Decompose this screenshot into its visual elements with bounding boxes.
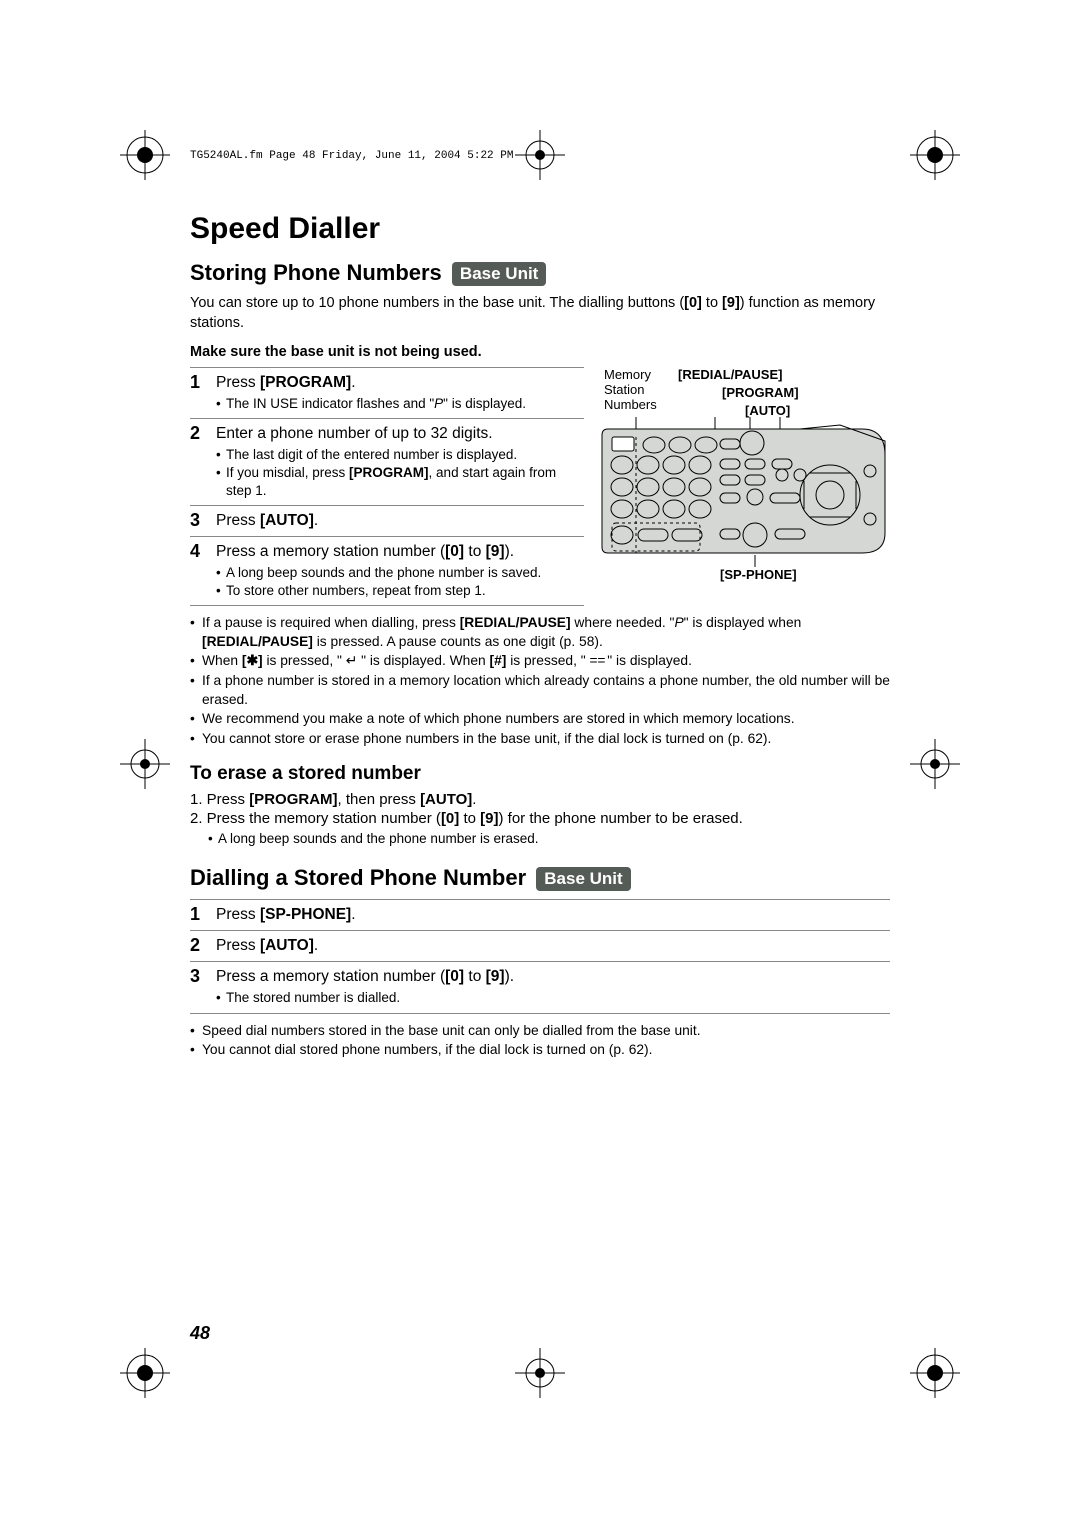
base-unit-badge: Base Unit [536,867,630,891]
warning-text: Make sure the base unit is not being use… [190,343,890,363]
notes-list-2: Speed dial numbers stored in the base un… [190,1022,890,1060]
crop-mark [910,130,960,180]
subsection-erase: To erase a stored number [190,763,890,785]
crop-mark [910,739,960,789]
erase-step-2: 2. Press the memory station number ([0] … [190,810,890,827]
step-note: The stored number is dialled. [216,989,890,1007]
step-4: 4 Press a memory station number ([0] to … [190,536,584,606]
page-title: Speed Dialler [190,212,890,246]
step-note: A long beep sounds and the phone number … [216,564,584,582]
intro-text: You can store up to 10 phone numbers in … [190,294,890,333]
note-item: We recommend you make a note of which ph… [190,710,890,729]
note-item: If a phone number is stored in a memory … [190,672,890,709]
note-item: Speed dial numbers stored in the base un… [190,1022,890,1041]
crop-mark [120,130,170,180]
section-heading-2: Dialling a Stored Phone Number Base Unit [190,865,890,891]
base-unit-badge: Base Unit [452,262,546,286]
erase-note: A long beep sounds and the phone number … [208,830,890,848]
diagram-label-memory: MemoryStationNumbers [604,367,657,412]
phone-base-icon [600,415,890,575]
step-1: 1 Press [PROGRAM]. The IN USE indicator … [190,367,584,419]
note-item: You cannot dial stored phone numbers, if… [190,1041,890,1060]
crop-mark [120,739,170,789]
note-item: When [✱] is pressed, " ↵ " is displayed.… [190,652,890,671]
note-item: You cannot store or erase phone numbers … [190,730,890,749]
notes-list: If a pause is required when dialling, pr… [190,614,890,748]
note-item: If a pause is required when dialling, pr… [190,614,890,651]
dial-step-3: 3 Press a memory station number ([0] to … [190,961,890,1014]
diagram-label-program: [PROGRAM] [722,385,799,400]
dial-step-2: 2 Press [AUTO]. [190,930,890,961]
diagram-label-redial: [REDIAL/PAUSE] [678,367,782,382]
step-2: 2 Enter a phone number of up to 32 digit… [190,418,584,505]
crop-mark [120,1348,170,1398]
step-3: 3 Press [AUTO]. [190,505,584,536]
file-header: TG5240AL.fm Page 48 Friday, June 11, 200… [190,150,890,162]
erase-step-1: 1. Press [PROGRAM], then press [AUTO]. [190,791,890,808]
step-note: The last digit of the entered number is … [216,446,584,464]
step-note: If you misdial, press [PROGRAM], and sta… [216,464,584,499]
dial-step-1: 1 Press [SP-PHONE]. [190,899,890,930]
step-note: The IN USE indicator flashes and "P" is … [216,395,584,413]
section-heading: Storing Phone Numbers Base Unit [190,260,890,286]
step-note: To store other numbers, repeat from step… [216,582,584,600]
crop-mark [910,1348,960,1398]
page-number: 48 [190,1323,210,1344]
